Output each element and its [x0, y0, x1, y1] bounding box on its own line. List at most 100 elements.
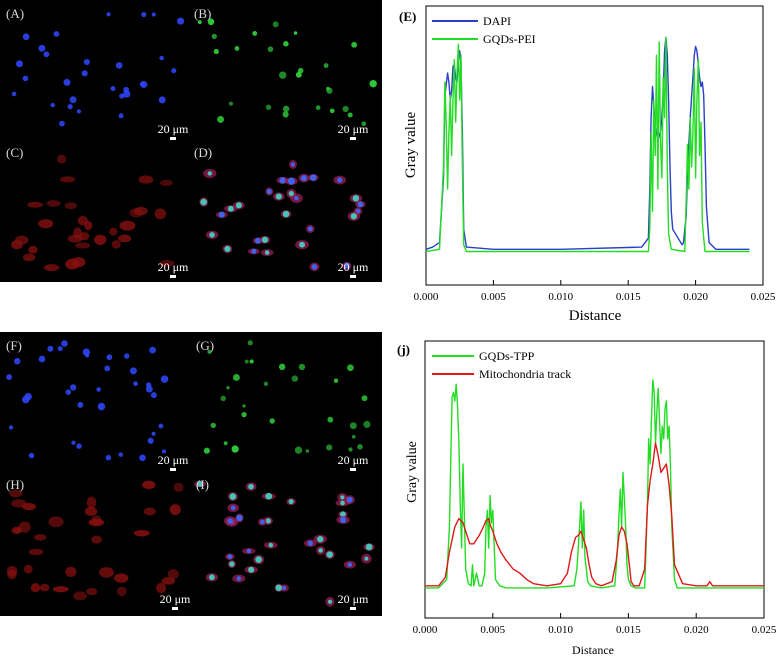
cell-spot	[65, 566, 77, 577]
cell-spot	[133, 529, 150, 537]
cell-spot	[118, 452, 123, 457]
cell-spot	[169, 504, 181, 516]
cell-spot	[357, 201, 364, 208]
cells-merge	[194, 480, 375, 607]
cell-spot	[161, 577, 176, 585]
cell-spot	[248, 566, 255, 573]
cell-spot	[307, 226, 313, 232]
cell-spot	[352, 195, 360, 202]
cells-red	[6, 480, 184, 601]
cell-spot	[291, 375, 299, 382]
cell-spot	[300, 175, 307, 182]
cell-spot	[67, 234, 83, 243]
cell-spot	[56, 154, 67, 164]
cell-spot	[363, 420, 371, 428]
cell-spot	[84, 353, 90, 358]
cell-spot	[119, 220, 136, 231]
cell-spot	[143, 507, 156, 516]
cell-spot	[361, 395, 368, 402]
cell-spot	[197, 480, 204, 487]
cell-spot	[22, 253, 36, 262]
chart-e-ylabel: Gray value	[403, 112, 419, 179]
cell-spot	[288, 499, 294, 505]
cell-spot	[307, 540, 313, 546]
cell-spot	[65, 389, 72, 395]
cell-spot	[99, 567, 114, 578]
cell-spot	[75, 242, 91, 249]
cell-spot	[158, 96, 166, 104]
cell-spot	[228, 101, 233, 106]
cell-spot	[111, 240, 121, 249]
cell-spot	[220, 395, 226, 402]
cell-spot	[117, 234, 132, 243]
cell-spot	[28, 245, 38, 254]
cell-spot	[81, 70, 88, 77]
cell-spot	[226, 386, 230, 390]
cell-spot	[160, 375, 169, 383]
cell-spot	[248, 483, 254, 490]
cell-spot	[265, 492, 273, 500]
cell-spot	[6, 374, 13, 380]
cell-spot	[139, 454, 146, 462]
cell-spot	[141, 11, 147, 18]
micrograph-red-c: (C) 20 μm	[0, 141, 190, 282]
x-tick-label: 0.025	[752, 624, 777, 636]
cell-spot	[318, 548, 323, 553]
cell-spot	[106, 12, 111, 17]
cell-spot	[154, 208, 167, 220]
cell-spot	[327, 599, 333, 604]
cell-spot	[133, 206, 148, 216]
cell-spot	[11, 91, 17, 97]
cell-spot	[171, 68, 177, 74]
x-tick-label: 0.020	[684, 624, 709, 636]
cell-spot	[348, 447, 353, 452]
cell-spot	[260, 519, 265, 525]
cell-spot	[282, 210, 290, 218]
cell-spot	[255, 237, 261, 244]
series-line-gqds-pei	[425, 36, 750, 253]
cell-spot	[28, 452, 35, 459]
micrograph-merge-i: (I) 20 μm	[190, 473, 382, 616]
panel-label-a: (A)	[6, 6, 25, 21]
cell-spot	[159, 259, 175, 267]
x-tick-label: 0.005	[480, 624, 505, 636]
cell-spot	[218, 211, 225, 218]
legend-label-dapi: DAPI	[483, 14, 511, 28]
cell-spot	[351, 41, 358, 48]
cell-spot	[326, 551, 334, 558]
cell-spot	[287, 177, 295, 185]
cell-spot	[61, 340, 68, 347]
cells-red	[11, 154, 175, 272]
cell-spot	[268, 542, 274, 548]
cell-spot	[347, 562, 353, 567]
cell-spot	[15, 235, 29, 245]
cell-spot	[33, 533, 47, 541]
cell-spot	[229, 561, 235, 567]
scale-bar-g: 20 μm	[333, 453, 373, 471]
cell-spot	[59, 176, 76, 183]
x-tick-label: 0.010	[548, 291, 573, 303]
cell-spot	[22, 503, 36, 511]
micrograph-gqds-g: (G) 20 μm	[190, 332, 382, 473]
scale-bar-a: 20 μm	[153, 122, 190, 140]
cell-spot	[264, 250, 270, 255]
micrograph-dapi-f: (F) 20 μm	[0, 332, 190, 473]
cell-spot	[38, 355, 46, 363]
scale-bar-h: 20 μm	[155, 592, 190, 610]
cell-spot	[46, 200, 61, 207]
cell-spot	[110, 85, 116, 92]
panel-label-b: (B)	[194, 6, 212, 21]
cell-spot	[236, 576, 242, 581]
cell-spot	[340, 495, 345, 500]
cell-spot	[47, 345, 54, 352]
chart-j-xlabel: Distance	[572, 643, 614, 657]
cell-spot	[272, 21, 279, 28]
cell-spot	[209, 232, 215, 238]
cell-spot	[76, 443, 82, 449]
cells-green	[203, 340, 371, 454]
cell-spot	[208, 574, 215, 581]
cell-spot	[311, 264, 318, 270]
cell-spot	[288, 190, 294, 197]
cell-spot	[138, 175, 154, 184]
cell-spot	[38, 219, 54, 229]
